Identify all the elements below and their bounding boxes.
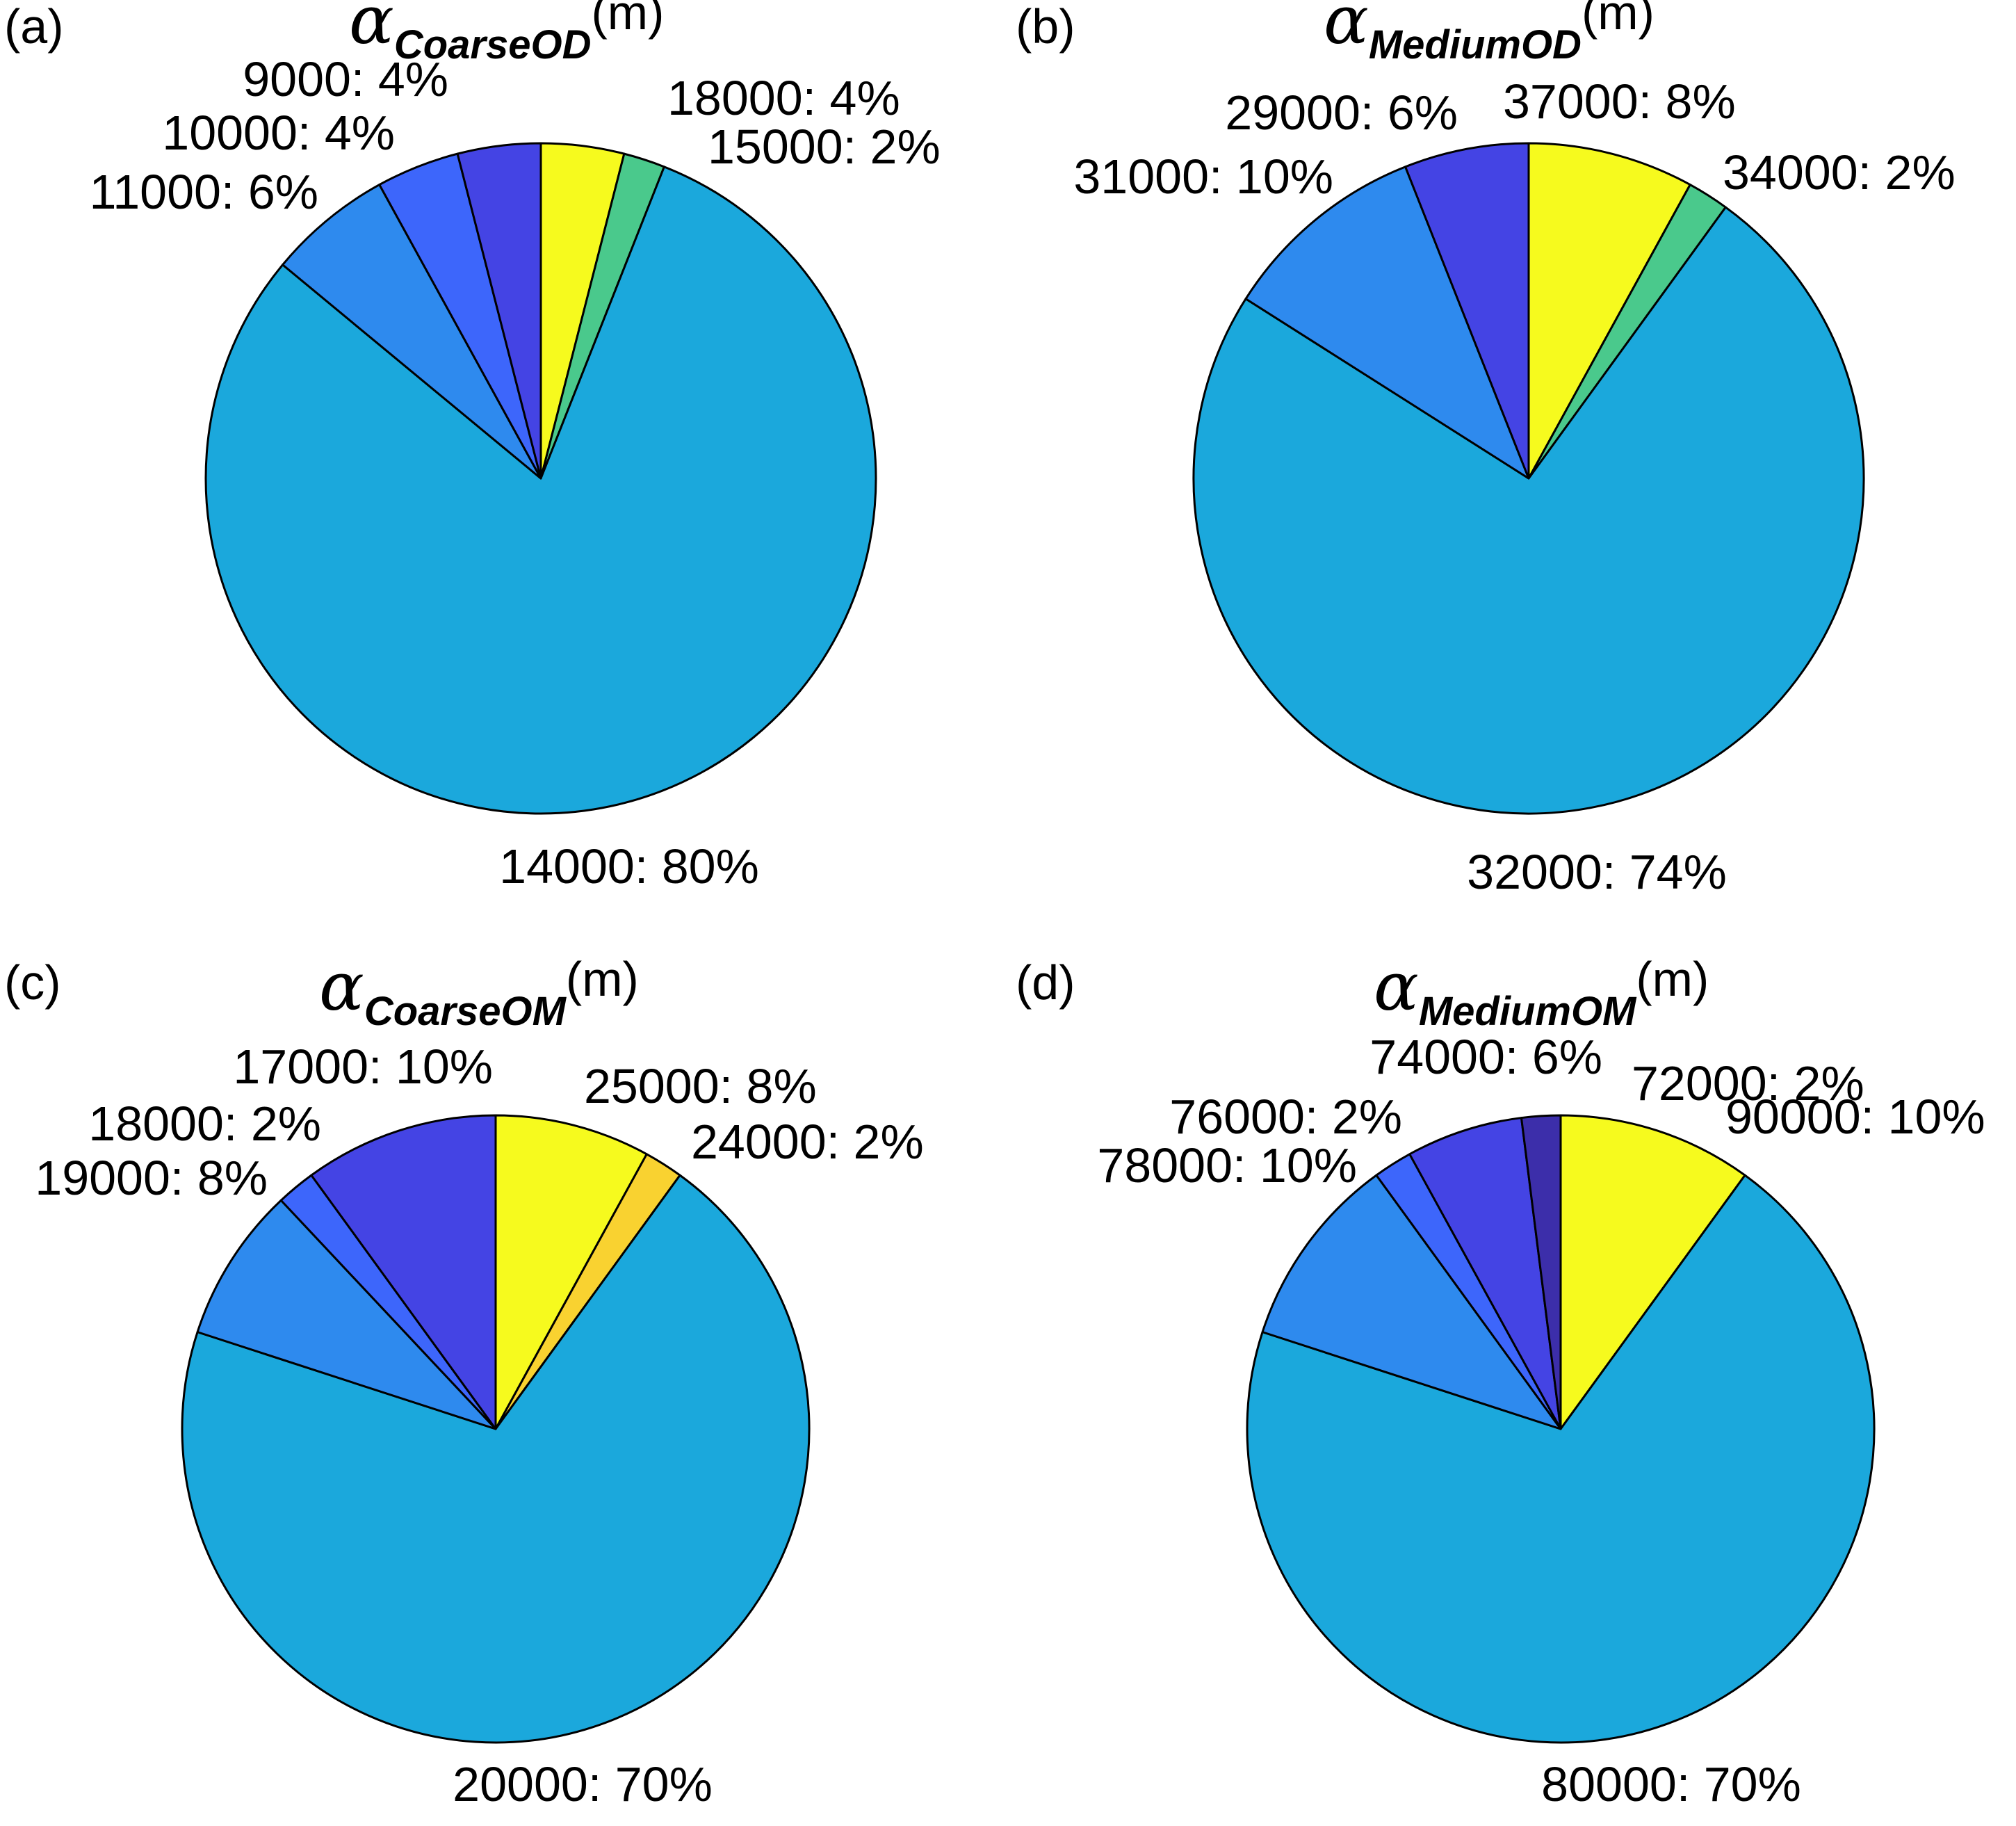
- chart-title: αCoarseOM(m): [319, 948, 639, 1034]
- title-symbol: α: [1374, 948, 1419, 1026]
- pie-slice: [1246, 1174, 1876, 1744]
- title-symbol: α: [1324, 0, 1369, 59]
- slice-label: 15000: 2%: [708, 120, 941, 174]
- chart-title: αCoarseOD(m): [349, 0, 664, 67]
- panel-label: (d): [1016, 955, 1075, 1010]
- slice-label: 31000: 10%: [1073, 150, 1333, 204]
- pie-slice: [1404, 142, 1530, 480]
- panel-label: (c): [4, 955, 61, 1010]
- pie-slice: [456, 142, 542, 480]
- title-subscript: MediumOD: [1369, 22, 1582, 67]
- title-subscript: CoarseOM: [364, 989, 567, 1034]
- title-unit: (m): [566, 952, 639, 1006]
- pie-slice: [1261, 1174, 1562, 1430]
- slice-label: 32000: 74%: [1467, 845, 1727, 899]
- slice-label: 76000: 2%: [1169, 1090, 1402, 1144]
- pie-slice: [282, 184, 542, 480]
- slice-label: 24000: 2%: [691, 1115, 924, 1169]
- pie-slice: [1559, 1114, 1746, 1430]
- slice-label: 80000: 70%: [1541, 1757, 1801, 1811]
- slice-label: 19000: 8%: [35, 1151, 268, 1205]
- pie-slice: [1408, 1117, 1562, 1430]
- pie-panel-2: (b) αMediumOD(m) 37000: 8% 34000: 2% 32000: …: [1016, 0, 1956, 899]
- slice-label: 18000: 2%: [88, 1097, 321, 1151]
- pie-slice: [1244, 165, 1530, 480]
- slice-label: 10000: 4%: [162, 106, 395, 160]
- pie-slice: [310, 1114, 497, 1430]
- slice-label: 17000: 10%: [233, 1040, 493, 1094]
- pie-panel-1: (a) αCoarseOD(m)18000: 4%15000: 2% 14000: …: [4, 0, 941, 894]
- slice-label: 72000: 2%: [1632, 1056, 1864, 1110]
- slice-label: 74000: 6%: [1369, 1030, 1602, 1084]
- pie-panel-4: (d) αMediumOM(m) 90000: 10% 80000: 70% 78000…: [1016, 948, 1985, 1811]
- title-symbol: α: [349, 0, 394, 59]
- pie-slice: [1527, 142, 1691, 480]
- title-unit: (m): [591, 0, 664, 40]
- pie-slice: [1520, 1114, 1562, 1430]
- slice-label: 25000: 8%: [584, 1059, 817, 1113]
- pie-panel-3: (c) αCoarseOM(m) 25000: 8%24000: 2% 20000: …: [4, 948, 924, 1811]
- chart-title: αMediumOM(m): [1374, 948, 1709, 1034]
- title-unit: (m): [1636, 952, 1709, 1006]
- slice-label: 14000: 80%: [499, 839, 759, 894]
- slice-label: 11000: 6%: [89, 165, 318, 219]
- panel-label: (a): [4, 0, 64, 54]
- title-unit: (m): [1582, 0, 1655, 40]
- pie-slice: [204, 165, 877, 815]
- pie-slice: [196, 1199, 497, 1430]
- slice-label: 29000: 6%: [1225, 86, 1458, 140]
- title-subscript: CoarseOD: [394, 22, 592, 67]
- title-symbol: α: [319, 948, 364, 1026]
- panel-label: (b): [1016, 0, 1075, 54]
- pie-slice: [494, 1114, 648, 1430]
- slice-label: 37000: 8%: [1503, 74, 1736, 129]
- slice-label: 9000: 4%: [243, 52, 448, 106]
- slice-label: 90000: 10%: [1725, 1090, 1985, 1144]
- slice-label: 20000: 70%: [453, 1757, 713, 1811]
- title-subscript: MediumOM: [1419, 989, 1637, 1034]
- slice-label: 34000: 2%: [1723, 145, 1956, 200]
- pie-slice: [1192, 206, 1865, 815]
- chart-title: αMediumOD(m): [1324, 0, 1655, 67]
- slice-label: 18000: 4%: [667, 71, 900, 125]
- slice-label: 78000: 10%: [1097, 1138, 1357, 1193]
- pie-slice: [181, 1174, 811, 1744]
